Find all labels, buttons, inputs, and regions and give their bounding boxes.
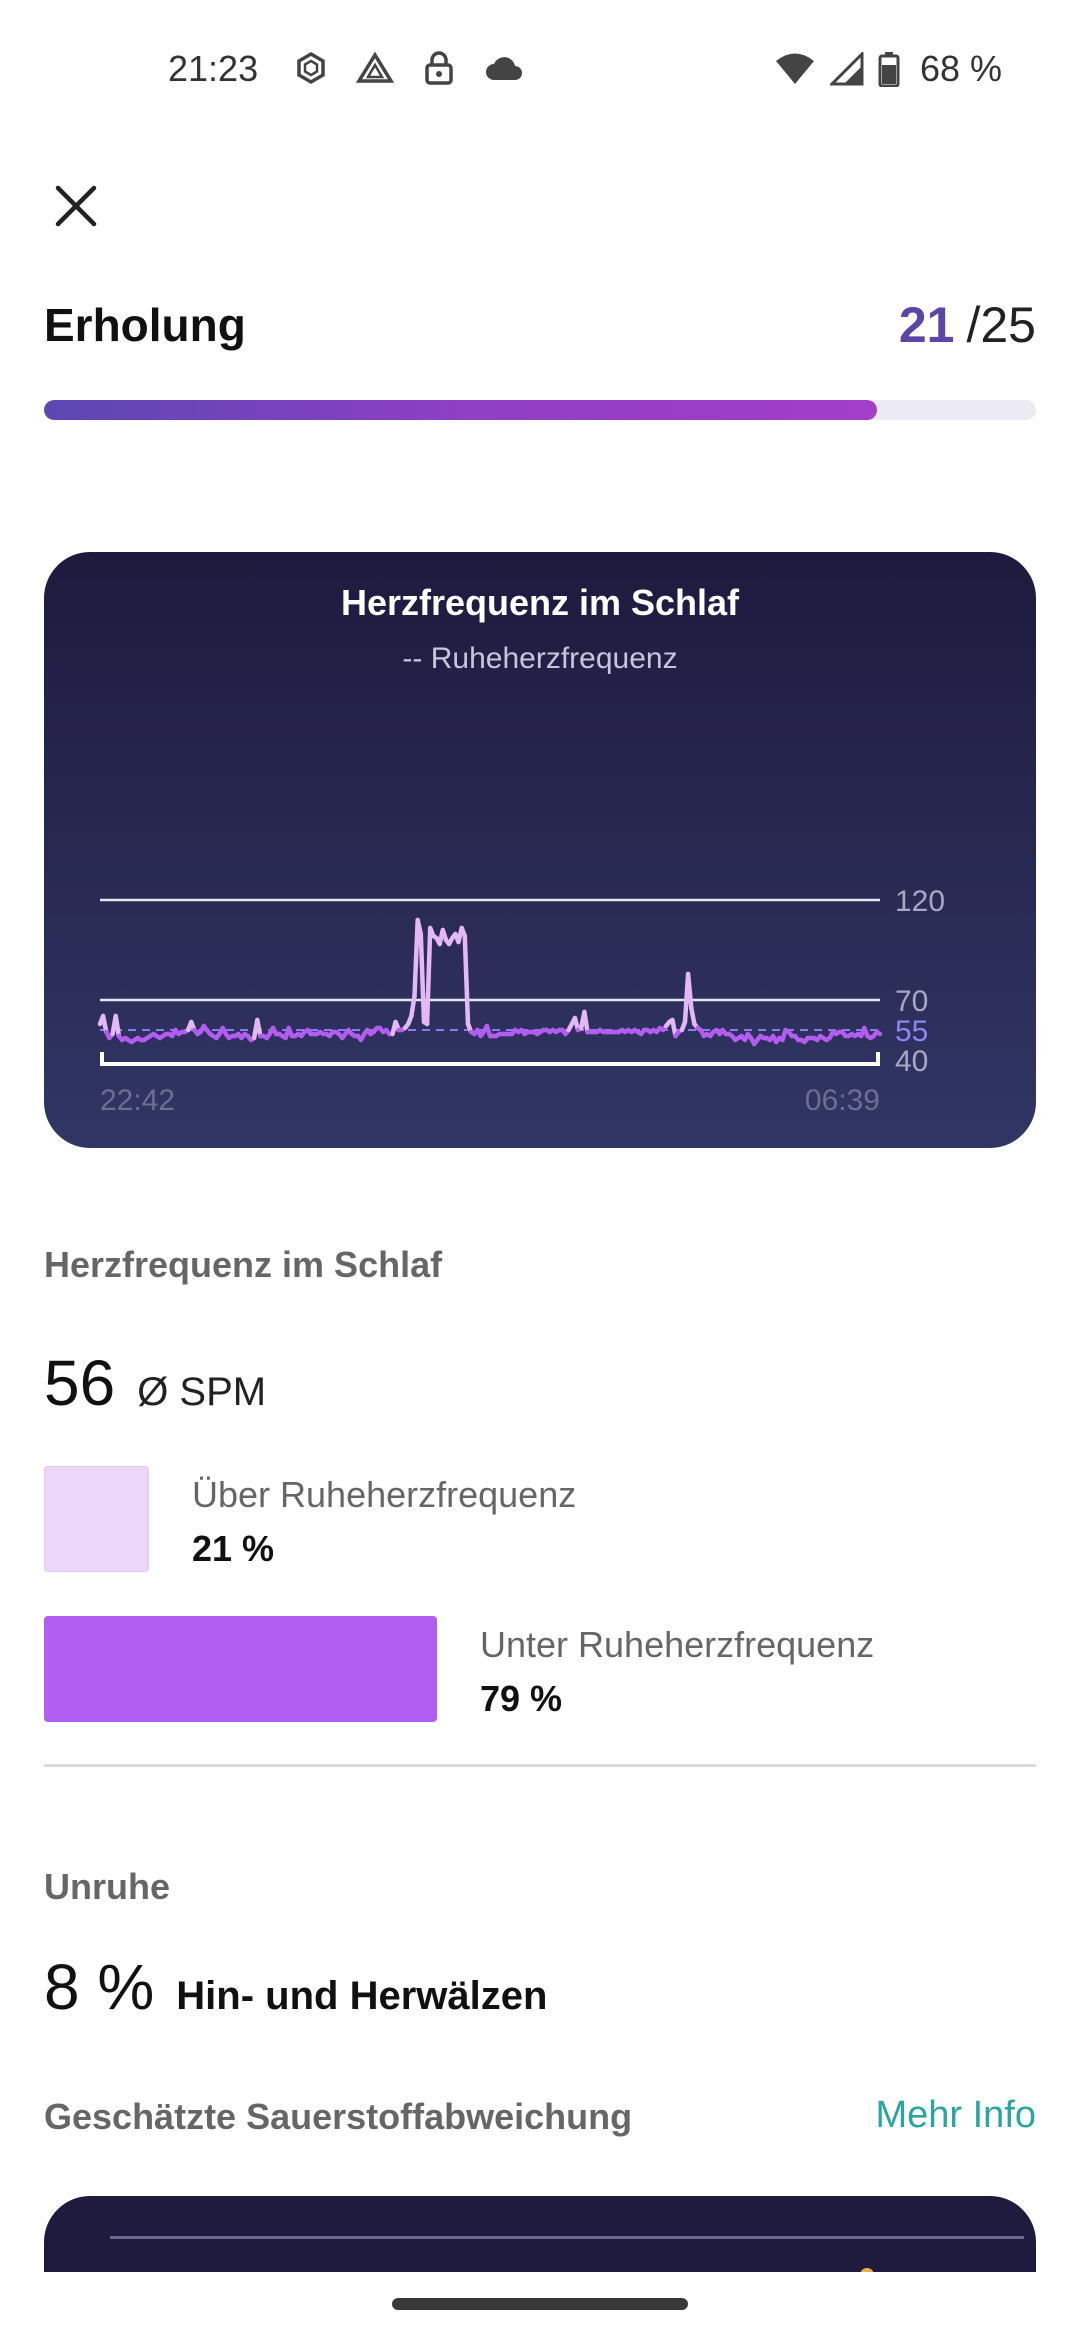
heart-rate-line-segment bbox=[424, 925, 433, 1027]
x-tick-label-start: 22:42 bbox=[100, 1084, 175, 1117]
heart-rate-line-segment bbox=[409, 993, 417, 1019]
status-system-icons: 68 % bbox=[774, 48, 1002, 90]
avg-heart-rate-unit: Ø SPM bbox=[137, 1370, 267, 1414]
restlessness-value: 8 % bbox=[44, 1951, 155, 2023]
oxygen-chart-gridline bbox=[110, 2236, 1024, 2239]
score-max: /25 bbox=[966, 297, 1036, 353]
lock-icon bbox=[425, 51, 453, 85]
heart-rate-line-segment bbox=[689, 1005, 697, 1027]
battery-percentage: 68 % bbox=[919, 48, 1002, 89]
close-icon bbox=[55, 185, 97, 227]
heart-rate-line-segment bbox=[462, 933, 471, 1027]
heart-rate-line-segment bbox=[874, 1029, 883, 1037]
recovery-score: 21/25 bbox=[899, 296, 1036, 354]
status-notification-icons bbox=[296, 50, 524, 86]
heart-rate-line-segment bbox=[685, 971, 694, 1011]
below-resting-bar bbox=[44, 1616, 437, 1722]
below-resting-label: Unter Ruheherzfrequenz bbox=[480, 1624, 875, 1665]
battery-icon bbox=[878, 52, 900, 87]
signal-icon bbox=[829, 52, 864, 86]
above-resting-bar bbox=[44, 1466, 149, 1572]
close-button[interactable] bbox=[46, 176, 106, 236]
above-resting-label: Über Ruheherzfrequenz bbox=[192, 1474, 577, 1515]
avg-heart-rate-value: 56 bbox=[44, 1347, 116, 1419]
page-title: Erholung bbox=[44, 299, 246, 351]
restlessness-row: 8 % Hin- und Herwälzen bbox=[44, 1950, 547, 2024]
home-indicator[interactable] bbox=[392, 2298, 688, 2310]
y-tick-label: 55 bbox=[895, 1015, 928, 1048]
score-progress-fill bbox=[44, 400, 878, 420]
section-divider bbox=[44, 1764, 1036, 1767]
status-time: 21:23 bbox=[168, 48, 259, 89]
heart-rate-line-segment bbox=[255, 1017, 263, 1039]
x-tick-label-end: 06:39 bbox=[805, 1084, 880, 1117]
restlessness-heading: Unruhe bbox=[44, 1866, 170, 1907]
gesture-nav-bar bbox=[0, 2272, 1080, 2340]
heart-rate-line-segment bbox=[415, 917, 424, 937]
restlessness-description: Hin- und Herwälzen bbox=[176, 1974, 548, 2018]
heart-rate-line-segment bbox=[100, 1013, 109, 1035]
heart-rate-line-segment bbox=[418, 931, 427, 1025]
avg-heart-rate: 56 Ø SPM bbox=[44, 1346, 266, 1420]
heart-rate-heading: Herzfrequenz im Schlaf bbox=[44, 1244, 443, 1285]
heart-rate-line-segment bbox=[113, 1013, 122, 1039]
score-progress-bar bbox=[44, 400, 1036, 420]
sync-icon bbox=[297, 51, 325, 85]
score-value: 21 bbox=[898, 297, 955, 353]
heart-rate-line-segment bbox=[582, 1009, 590, 1035]
oxygen-variation-heading: Geschätzte Sauerstoffabweichung bbox=[44, 2096, 633, 2137]
above-resting-value: 21 % bbox=[192, 1528, 275, 1569]
wifi-icon bbox=[775, 53, 814, 84]
y-tick-label: 120 bbox=[895, 885, 945, 918]
y-tick-label: 40 bbox=[895, 1045, 928, 1078]
chart-subtitle: -- Ruheherzfrequenz bbox=[402, 642, 678, 675]
cloud-icon bbox=[486, 57, 522, 80]
below-resting-value: 79 % bbox=[480, 1678, 563, 1719]
drive-icon bbox=[356, 51, 394, 83]
status-bar: 21:23 68 % bbox=[0, 0, 1080, 140]
heart-rate-chart-card[interactable]: Herzfrequenz im Schlaf -- Ruheherzfreque… bbox=[44, 552, 1036, 1148]
y-tick-label: 70 bbox=[895, 985, 928, 1018]
more-info-link[interactable]: Mehr Info bbox=[875, 2094, 1036, 2136]
chart-title: Herzfrequenz im Schlaf bbox=[340, 582, 740, 623]
heart-rate-line-segment bbox=[412, 917, 420, 999]
